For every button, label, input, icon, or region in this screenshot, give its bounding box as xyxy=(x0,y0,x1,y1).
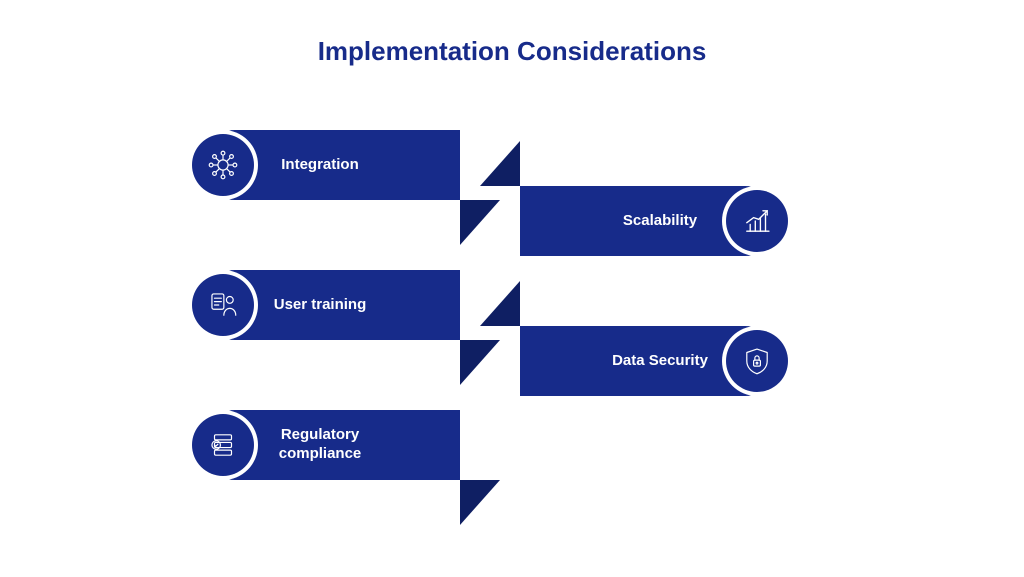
item-regulatory: Regulatorycompliance xyxy=(200,410,500,480)
page-title: Implementation Considerations xyxy=(0,36,1024,67)
fold-flap xyxy=(460,480,500,525)
growth-chart-icon xyxy=(740,204,774,238)
infographic-stage: Integration xyxy=(0,120,1024,560)
document-stack-icon xyxy=(206,428,240,462)
item-icon-circle xyxy=(192,414,254,476)
item-user-training: User training xyxy=(200,270,500,340)
item-scalability: Scalability xyxy=(480,186,780,256)
shield-lock-icon xyxy=(740,344,774,378)
item-integration: Integration xyxy=(200,130,500,200)
item-icon-circle xyxy=(192,274,254,336)
item-icon-circle xyxy=(192,134,254,196)
item-label: Data Security xyxy=(612,352,708,371)
item-label: Scalability xyxy=(623,212,697,231)
item-icon-circle xyxy=(726,330,788,392)
item-icon-circle xyxy=(726,190,788,252)
item-data-security: Data Security xyxy=(480,326,780,396)
item-label: User training xyxy=(274,296,367,315)
item-label: Integration xyxy=(281,156,359,175)
fold-flap xyxy=(480,141,520,186)
network-gear-icon xyxy=(206,148,240,182)
user-checklist-icon xyxy=(206,288,240,322)
fold-flap xyxy=(480,281,520,326)
item-label: Regulatorycompliance xyxy=(279,426,362,464)
